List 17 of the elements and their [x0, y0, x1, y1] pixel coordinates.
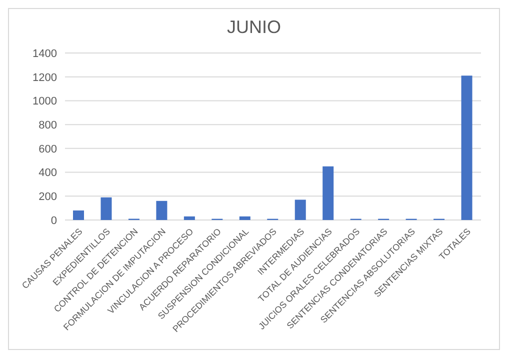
y-tick-label: 1400 — [32, 48, 57, 60]
bar — [156, 200, 168, 220]
y-tick-label: 200 — [38, 191, 57, 204]
bar — [294, 200, 306, 220]
bar — [184, 216, 195, 220]
bar — [322, 166, 334, 220]
y-tick-label: 1200 — [32, 72, 57, 84]
y-tick-label: 800 — [38, 119, 57, 132]
y-tick-label: 0 — [50, 214, 57, 227]
bar — [239, 216, 250, 220]
y-tick-label: 400 — [38, 167, 57, 180]
y-tick-label: 1000 — [32, 96, 57, 108]
y-tick-label: 600 — [38, 143, 57, 156]
chart-title: JUNIO — [226, 16, 282, 39]
bar — [461, 76, 472, 220]
bar — [100, 197, 112, 220]
bar — [73, 210, 84, 220]
